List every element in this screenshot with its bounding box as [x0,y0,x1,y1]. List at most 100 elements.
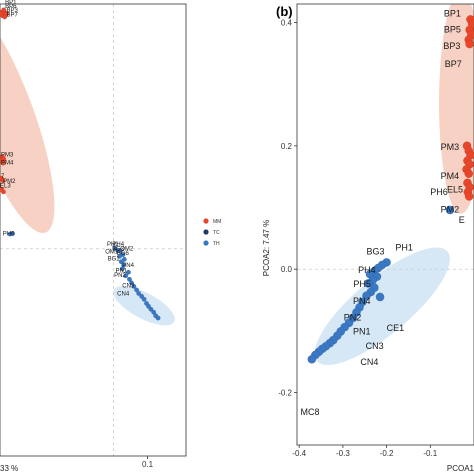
data-point-mm [465,39,474,49]
panel-label-b: (b) [276,4,293,19]
right-axis-ticks: -0.4 -0.3 -0.2 -0.1 -0.2 0.0 0.2 0.4 [278,19,438,458]
y-tick-label: 0.4 [281,19,293,28]
left-panel: 0.1 BP1BP6BP3BP7PM3PM47PM2EL3PH6PH1PH4BG… [0,0,187,473]
point-label-e: E [459,215,465,225]
right-y-axis-title: PCOA2: 7.47 % [262,220,271,276]
point-label-om1: OM1 [105,249,119,255]
legend-label-mm: MM [213,219,221,225]
data-point-th [126,276,132,282]
point-label-ph1: PH1 [107,242,119,248]
point-label-bp1: BP1 [444,8,461,18]
point-label-bp5: BP5 [444,24,461,34]
point-label-bg3: BG3 [366,246,384,256]
point-label-bg6: BG6 [117,251,130,257]
legend-label-tc: TC [213,230,220,236]
data-point-th [131,283,137,289]
point-label-el5: EL5 [447,185,463,195]
point-label-pm4: PM4 [1,160,14,166]
x-tick-label: -0.2 [380,449,394,458]
data-point-th [375,292,385,302]
data-point-th [10,231,16,237]
x-tick-label: -0.1 [423,449,437,458]
data-point-th [118,259,124,265]
legend-swatch-tc [203,229,209,235]
point-label-pm2: PM2 [3,179,16,185]
data-point-mm [464,169,474,179]
data-point-mm [0,189,6,195]
legend-swatch-th [203,240,209,246]
data-point-th [151,309,157,315]
data-point-mm [0,11,4,17]
point-label-pn4: PN4 [353,296,371,306]
left-plot-frame [0,3,187,457]
left-points [0,7,161,321]
data-point-th [362,291,371,301]
data-point-th [125,269,131,275]
data-point-mm [3,11,9,17]
point-label-ph4: PH4 [112,242,124,248]
y-tick-label: -0.2 [278,389,292,398]
data-point-th [445,205,455,215]
data-point-th [117,253,123,259]
x-tick-label: 0.1 [142,460,154,469]
point-label-pn2: PN2 [114,273,126,279]
point-label-7: 7 [1,174,5,180]
point-label-bg3: BG3 [112,247,125,253]
point-label-mc8: MC8 [300,407,319,417]
point-label-bp6: BP6 [5,4,17,10]
point-label-pm4: PM4 [441,171,460,181]
left-ellipses [0,4,175,326]
data-point-th [134,287,140,293]
data-point-mm [0,178,6,184]
point-label-bp3: BP3 [443,41,460,51]
point-label-ph6: PH6 [3,231,15,237]
point-label-ph6: PH6 [430,187,448,197]
left-partial-axis-text: 33 % [0,464,18,473]
y-tick-label: 0.2 [281,142,293,151]
point-label-ph5: PH5 [353,279,371,289]
confidence-ellipse-th [113,286,175,326]
right-points [307,15,474,364]
point-label-cn3: CN3 [122,284,135,290]
point-label-bg1: BG1 [108,257,121,263]
right-plot-frame [296,3,474,446]
point-label-pn2: PN2 [344,312,362,322]
point-label-pn4: PN4 [122,263,134,269]
data-point-th [141,296,147,302]
left-reference-lines [0,4,186,456]
right-x-axis-title: PCOA1 [447,464,474,473]
data-point-mm [464,192,474,201]
point-label-cn4: CN4 [360,357,378,367]
point-label-bp3: BP3 [6,8,18,14]
point-label-cn3: CN3 [366,341,384,351]
point-label-pm3: PM3 [1,153,14,159]
point-label-ph4: PH4 [358,265,376,275]
legend-label-th: TH [213,241,220,247]
point-label-ph1: PH1 [395,243,413,253]
data-point-th [123,273,129,279]
data-point-th [117,248,123,254]
y-tick-label: 0.0 [281,265,293,274]
point-label-pn1: PN1 [353,327,371,337]
confidence-ellipse-mm [0,4,55,234]
right-panel: -0.4 -0.3 -0.2 -0.1-0.20.00.20.4 BP1BP5BP3B… [262,3,474,473]
data-point-th [128,280,134,286]
data-point-th [119,266,125,272]
point-label-bp7: BP7 [445,59,462,69]
point-label-cn4: CN4 [117,292,130,298]
point-label-pn1: PN1 [115,268,127,274]
data-point-th [148,306,154,312]
point-label-pm2: PM2 [441,204,460,214]
data-point-th [136,290,142,296]
legend: MM TC TH [203,218,221,247]
point-label-pm3: PM3 [441,142,460,152]
point-label-bp7: BP7 [6,12,18,18]
legend-swatch-mm [203,218,209,224]
confidence-ellipse-th [314,247,450,365]
point-label-bp1: BP1 [5,0,17,6]
data-point-th [155,315,161,321]
data-point-th [363,279,373,288]
